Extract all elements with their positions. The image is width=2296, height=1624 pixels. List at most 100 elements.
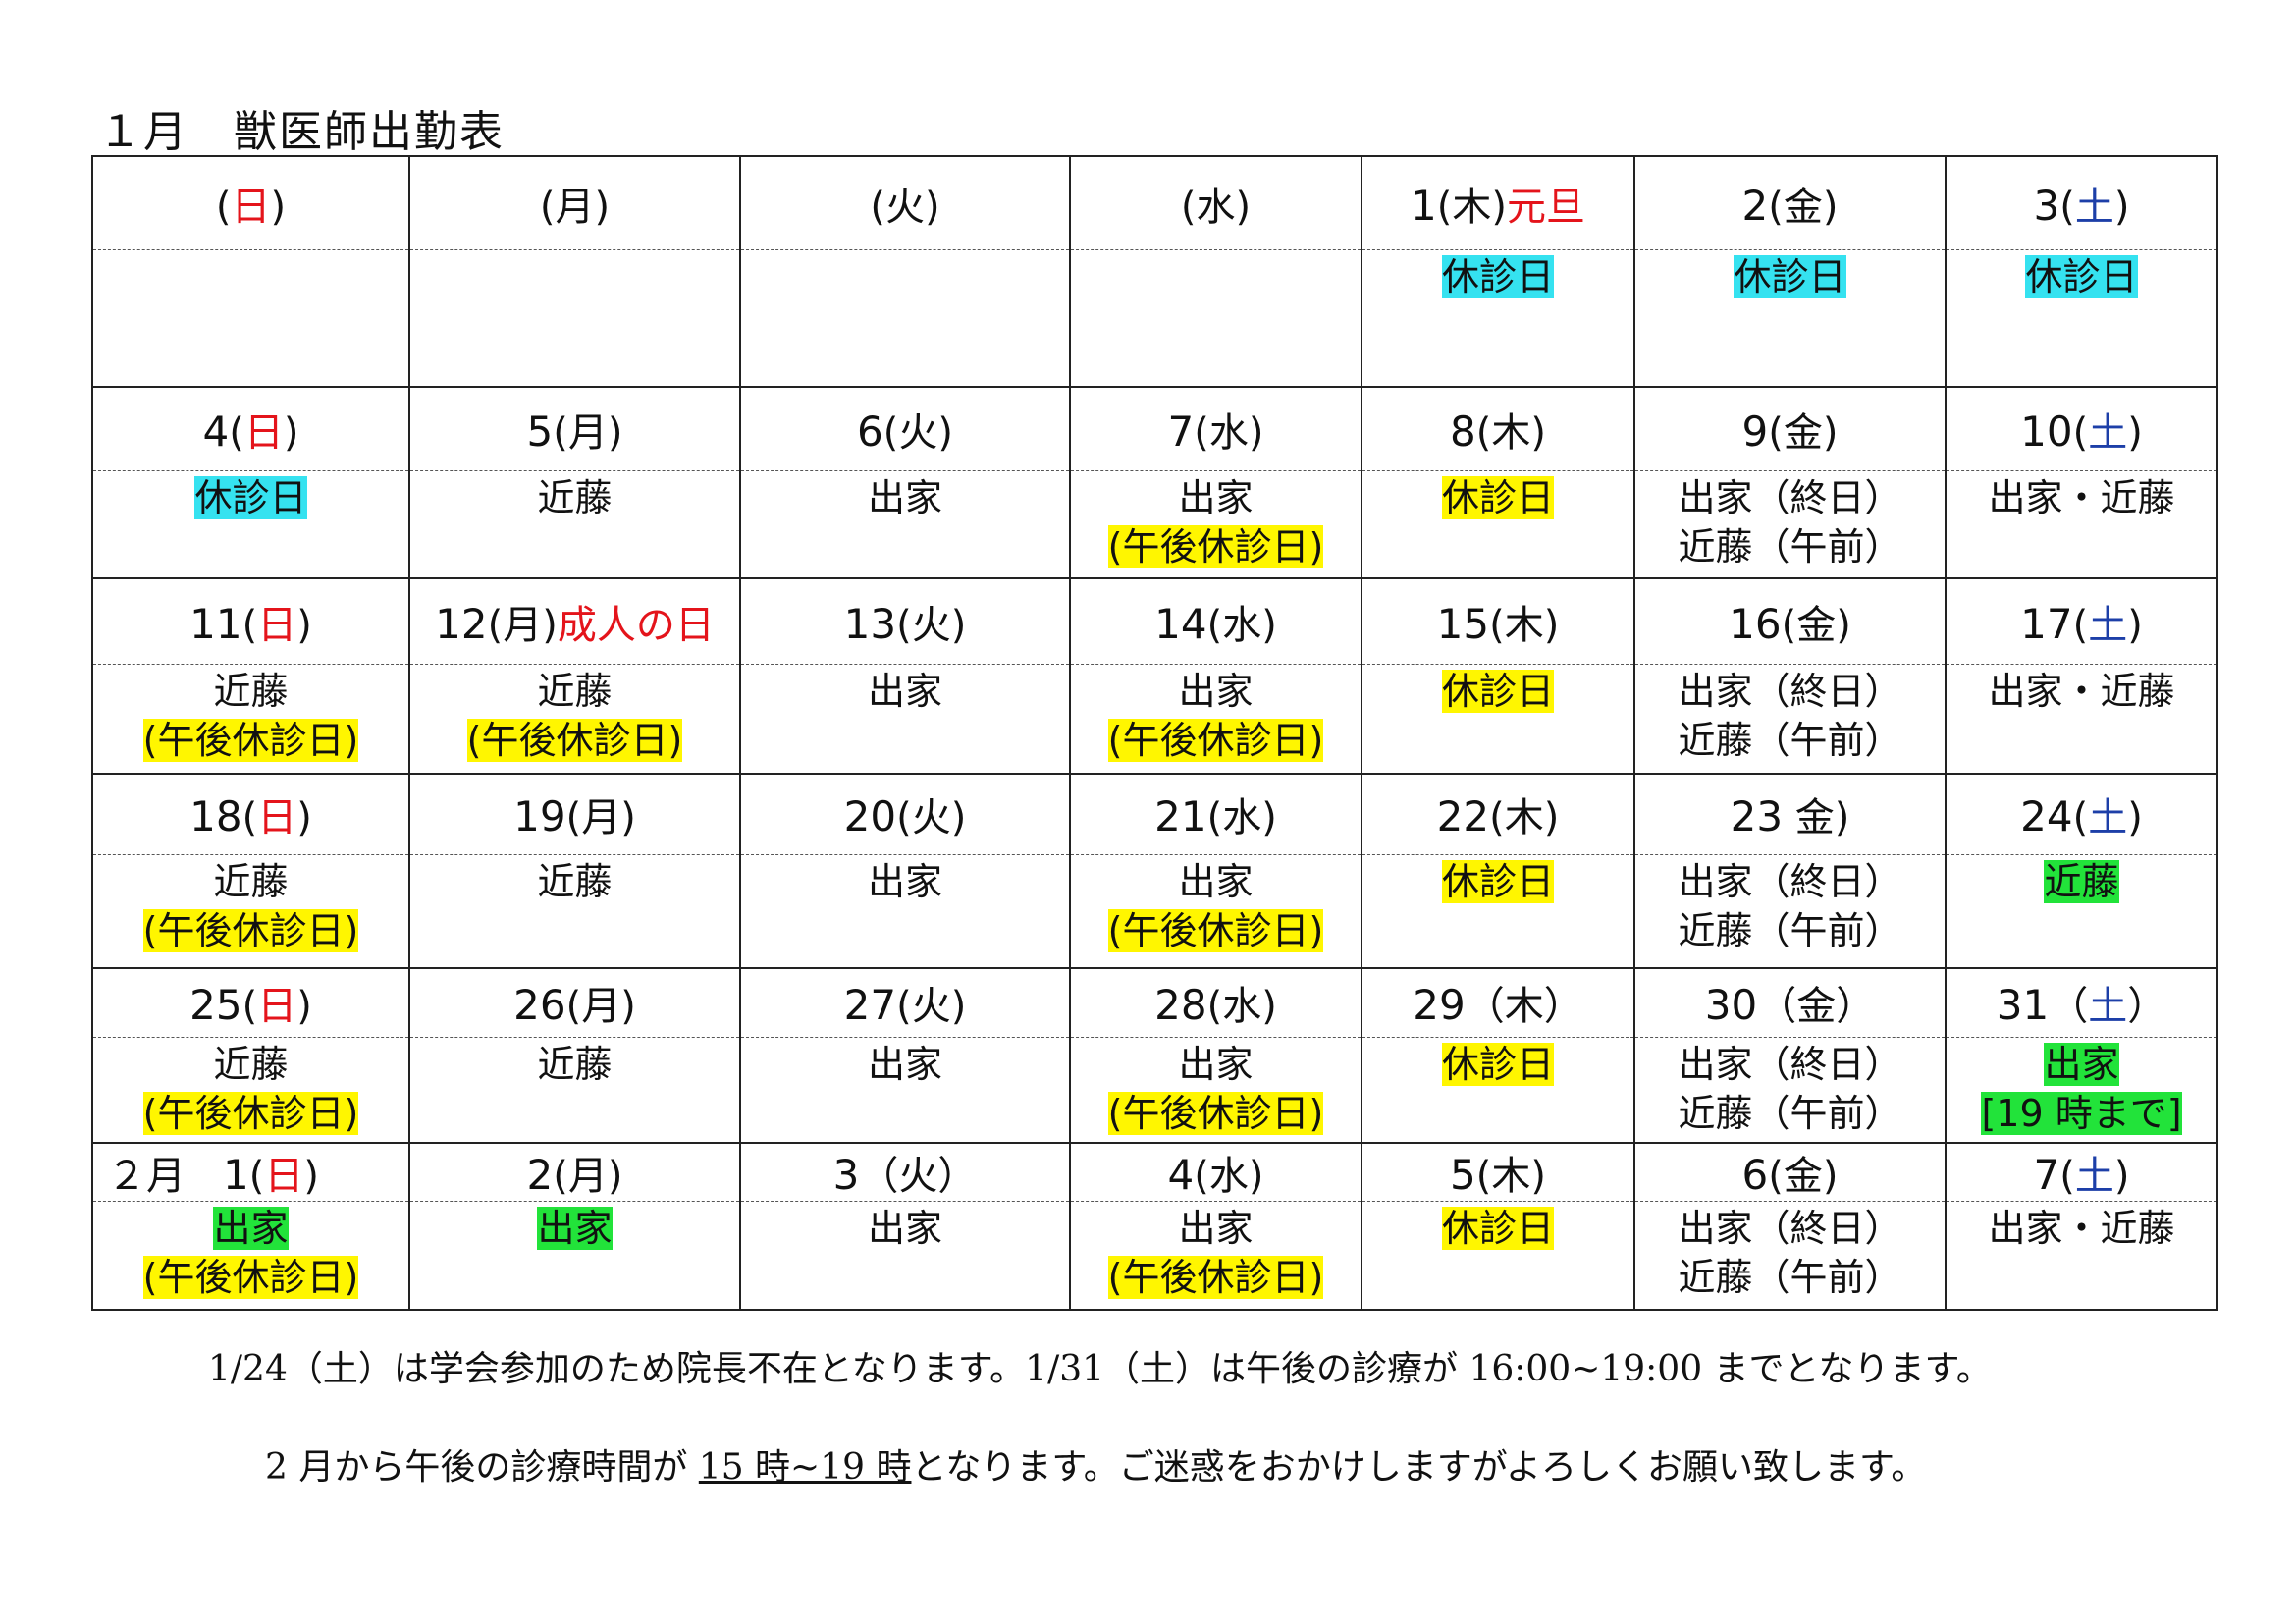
- week-header-row: (日) (月) (火) (水) 1(木)元旦 2(金) 3(土): [91, 155, 2218, 250]
- day-schedule: 出家: [739, 853, 1071, 969]
- paren-open: (: [1475, 409, 1492, 456]
- paren-close: ): [296, 984, 312, 1030]
- paren-close: ): [2113, 184, 2130, 230]
- day-schedule: 出家（終日） 近藤（午前）: [1633, 469, 1947, 579]
- day-number: 13: [843, 599, 897, 648]
- paren-open: (: [553, 409, 568, 456]
- schedule-text: 出家（終日）: [1678, 859, 1902, 903]
- day-number: 28: [1154, 981, 1207, 1030]
- schedule-text: 近藤（午前）: [1678, 524, 1902, 568]
- note-hours-time: 15 時~19 時: [698, 1447, 912, 1488]
- paren-open: (: [896, 984, 912, 1030]
- schedule-text: 出家: [867, 859, 942, 903]
- schedule-text: 出家: [867, 1042, 942, 1086]
- paren-close: ): [1235, 184, 1252, 230]
- paren-open: （: [1757, 984, 1797, 1030]
- schedule-highlight: 休診日: [1441, 1207, 1554, 1250]
- day-header: (月): [408, 155, 741, 250]
- weekday: 金: [1783, 184, 1823, 230]
- weekday: 木: [1504, 984, 1544, 1030]
- day-header: 6(金): [1633, 1142, 1947, 1202]
- week-header-row: 4(日) 5(月) 6(火) 7(水) 8(木) 9(金) 10(土): [91, 386, 2218, 471]
- day-number: 18: [189, 792, 242, 841]
- day-header: 5(月): [408, 386, 741, 471]
- paren-open: (: [1436, 184, 1453, 230]
- day-schedule: 出家: [739, 1036, 1071, 1144]
- weekday: 日: [257, 984, 297, 1030]
- day-header: 3（火）: [739, 1142, 1071, 1202]
- holiday-name: 元旦: [1506, 184, 1585, 230]
- day-header: 1(木)元旦: [1361, 155, 1635, 250]
- weekday: 木: [1452, 184, 1492, 230]
- day-number: 25: [189, 981, 242, 1030]
- day-schedule: 出家 (午後休診日): [1069, 1201, 1362, 1311]
- paren-close: ): [283, 409, 299, 456]
- day-number: 12: [435, 599, 488, 648]
- day-number: 26: [513, 981, 566, 1030]
- day-header: (日): [91, 155, 410, 250]
- paren-open: (: [241, 984, 258, 1030]
- day-number: 7: [1167, 406, 1195, 456]
- day-schedule: 近藤: [408, 853, 741, 969]
- weekday: 木: [1491, 409, 1531, 456]
- day-header: 15(木): [1361, 577, 1635, 665]
- day-schedule: 休診日: [1945, 248, 2218, 388]
- schedule-text: 出家: [1178, 1207, 1254, 1250]
- week-schedule-row: 近藤 (午後休診日) 近藤 (午後休診日) 出家 出家 (午後休診日) 休診日 出家（終日） 近藤…: [91, 663, 2218, 775]
- paren-close: ): [594, 184, 611, 230]
- day-schedule: 休診日: [91, 469, 410, 579]
- paren-open: (: [565, 984, 582, 1030]
- day-header: 24(土): [1945, 773, 2218, 855]
- day-header: 26(月): [408, 967, 741, 1038]
- paren-open: (: [1206, 602, 1223, 648]
- day-schedule: 近藤 (午後休診日): [408, 663, 741, 775]
- paren-open: (: [896, 795, 912, 841]
- paren-close: ）: [1543, 984, 1583, 1030]
- paren-close: ): [607, 409, 623, 456]
- schedule-highlight: [19 時まで]: [1981, 1091, 2182, 1135]
- weekday: 日: [264, 1154, 304, 1199]
- paren-open: (: [553, 1154, 568, 1199]
- day-number: 14: [1154, 599, 1207, 648]
- weekday: 日: [231, 184, 271, 230]
- weekday: 水: [1222, 984, 1262, 1030]
- day-number: 11: [189, 599, 242, 648]
- schedule-text: 出家（終日）: [1678, 669, 1902, 713]
- day-header: 28(水): [1069, 967, 1362, 1038]
- paren-open: (: [539, 184, 556, 230]
- day-number: 19: [513, 792, 566, 841]
- day-schedule: 出家 [19 時まで]: [1945, 1036, 2218, 1144]
- day-number: 5: [526, 406, 554, 456]
- paren-close: ): [2127, 795, 2143, 841]
- paren-close: ): [1822, 184, 1839, 230]
- schedule-text: 近藤（午前）: [1678, 1091, 1902, 1135]
- day-schedule: 出家（終日） 近藤（午前）: [1633, 1201, 1947, 1311]
- day-header: 9(金): [1633, 386, 1947, 471]
- week-header-row: 25(日) 26(月) 27(火) 28(水) 29（木） 30（金） 31（土）: [91, 967, 2218, 1038]
- schedule-highlight: 休診日: [1441, 1042, 1554, 1086]
- weekday: 火: [911, 795, 951, 841]
- weekday: 木: [1491, 1154, 1531, 1199]
- weekday: 土: [2088, 602, 2128, 648]
- weekday: 火: [911, 602, 951, 648]
- day-number: 2: [526, 1151, 554, 1199]
- schedule-text: 近藤: [537, 1042, 613, 1086]
- schedule-highlight: (午後休診日): [1107, 718, 1324, 762]
- paren-open: (: [2059, 184, 2075, 230]
- paren-close: ): [1248, 409, 1264, 456]
- note-hours-before: 2 月から午後の診療時間が: [265, 1447, 699, 1488]
- paren-close: ): [2113, 1154, 2130, 1199]
- day-number: 31: [1996, 981, 2050, 1030]
- schedule-text: 出家: [1178, 669, 1254, 713]
- schedule-highlight: 近藤: [2044, 859, 2119, 903]
- paren-open: （: [1465, 984, 1505, 1030]
- schedule-highlight: 休診日: [1441, 859, 1554, 903]
- week-header-row: 11(日) 12(月)成人の日 13(火) 14(水) 15(木) 16(金) 17(土): [91, 577, 2218, 665]
- paren-open: (: [1768, 184, 1784, 230]
- schedule-text: 近藤: [213, 669, 289, 713]
- day-header: 17(土): [1945, 577, 2218, 665]
- paren-open: (: [1194, 409, 1209, 456]
- paren-open: (: [2072, 795, 2089, 841]
- paren-open: (: [1781, 602, 1797, 648]
- weekday: 火: [885, 184, 925, 230]
